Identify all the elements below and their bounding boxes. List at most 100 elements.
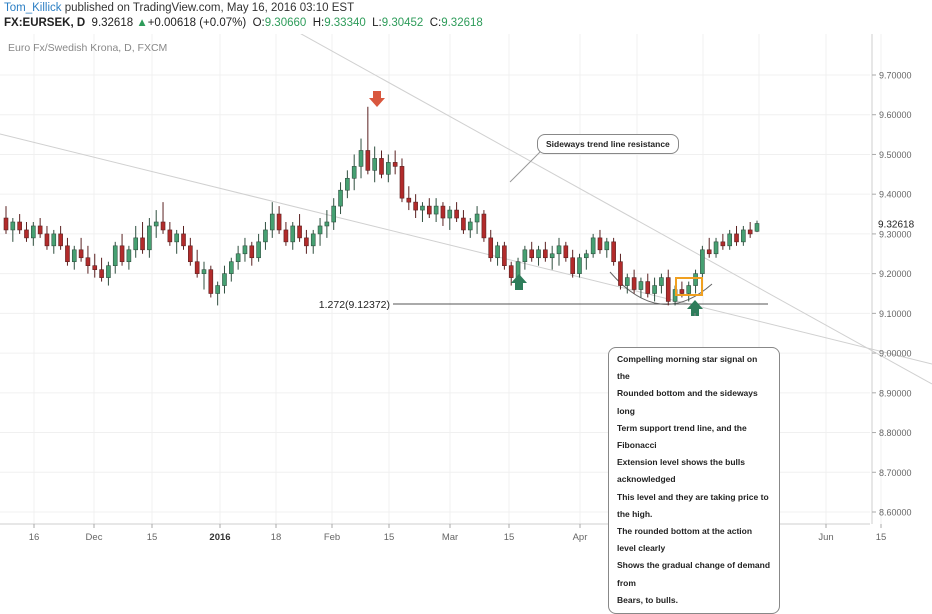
price-chart[interactable]: 1.272(9.12372) Euro Fx/Swedish Krona, D,… (0, 34, 932, 550)
morning-star-callout: Compelling morning star signal on the Ro… (608, 347, 780, 614)
candle-body (659, 277, 664, 286)
candle-body (351, 166, 357, 179)
candle-body (433, 205, 439, 215)
candle (638, 277, 644, 298)
candle (454, 202, 459, 222)
candle (536, 245, 541, 266)
candle (208, 265, 214, 298)
candle (372, 146, 377, 183)
candle-body (631, 277, 637, 290)
down-arrow-icon (369, 91, 385, 107)
candle-body (365, 150, 371, 171)
candle-body (65, 245, 70, 263)
time-tick-label: Mar (442, 532, 458, 543)
candle-body (741, 229, 746, 243)
candle-body (181, 233, 186, 247)
candle (645, 273, 651, 298)
candle-body (256, 241, 261, 259)
candle (188, 237, 193, 266)
candle (522, 245, 528, 270)
candle (467, 218, 473, 238)
callout-line: Bears, to bulls. (617, 594, 678, 605)
candle (727, 229, 732, 250)
candle-body (31, 225, 36, 239)
candle-body (208, 269, 214, 294)
candle (51, 229, 57, 254)
candle (290, 221, 296, 250)
candle-body (269, 213, 275, 231)
time-tick-label: Apr (573, 532, 588, 543)
candle (426, 198, 432, 219)
candle (44, 225, 50, 250)
time-tick-label: 15 (876, 532, 887, 543)
time-tick-label: Jun (818, 532, 833, 543)
price-change: +0.00618 (+0.07%) (147, 17, 247, 29)
candle-body (556, 245, 562, 255)
published-text: published on TradingView.com, May 16, 20… (64, 2, 355, 14)
resistance-callout: Sideways trend line resistance (537, 134, 679, 154)
candle-body (597, 237, 603, 251)
candle (508, 261, 514, 286)
candle-body (235, 253, 241, 263)
candle (399, 158, 405, 203)
price-tick-label: 9.70000 (879, 71, 912, 81)
candle (324, 210, 330, 238)
candle-body (461, 217, 466, 231)
candle (570, 249, 575, 278)
candle-body (92, 265, 98, 270)
axes: Euro Fx/Swedish Krona, D, FXCM (8, 42, 167, 54)
candle-body (188, 245, 193, 263)
candle-body (229, 261, 234, 274)
candle (734, 225, 739, 246)
candle (140, 221, 145, 254)
candle (604, 237, 610, 258)
candle-body (386, 162, 391, 175)
candle (119, 233, 125, 266)
candle (577, 253, 582, 278)
time-tick-label: 15 (147, 532, 158, 543)
candle (529, 241, 535, 262)
candle (283, 221, 289, 246)
candle (665, 269, 671, 306)
candle (106, 261, 111, 286)
candle (222, 265, 227, 294)
candle (741, 225, 746, 246)
candle (693, 269, 698, 294)
candle (194, 249, 200, 278)
candle-body (51, 233, 57, 247)
candle (310, 229, 316, 254)
candle (447, 206, 453, 230)
candle (406, 186, 412, 211)
candle-body (679, 289, 685, 294)
candle-body (495, 245, 500, 259)
candle-body (167, 229, 173, 243)
candle (720, 233, 726, 250)
fibonacci-level: 1.272(9.12372) (319, 299, 768, 311)
candle-body (140, 237, 145, 251)
callout-line: Compelling morning star signal on the (617, 354, 758, 382)
candle (85, 245, 91, 274)
price-tick-label: 8.90000 (879, 388, 912, 398)
candle (331, 198, 337, 230)
candle-body (338, 189, 343, 207)
candle-body (652, 285, 657, 294)
candle-body (194, 261, 200, 274)
candle (495, 241, 500, 266)
chart-area[interactable]: 1.272(9.12372) Euro Fx/Swedish Krona, D,… (0, 34, 932, 614)
candle (590, 233, 596, 258)
candle-body (297, 225, 302, 239)
candle-body (379, 158, 384, 175)
author-link[interactable]: Tom_Killick (4, 2, 62, 14)
candle-body (426, 205, 432, 215)
candle (229, 257, 234, 282)
open-value: 9.30660 (264, 17, 307, 29)
price-axis: 9.70000 9.60000 9.50000 9.40000 9.30000 9.200… (871, 34, 915, 524)
candle (269, 202, 275, 238)
candle-body (147, 225, 152, 251)
candle-body (399, 166, 405, 199)
candle (413, 194, 418, 219)
candle-body (331, 205, 337, 223)
candle (10, 218, 16, 242)
low-value: 9.30452 (381, 17, 424, 29)
candle (686, 281, 692, 302)
